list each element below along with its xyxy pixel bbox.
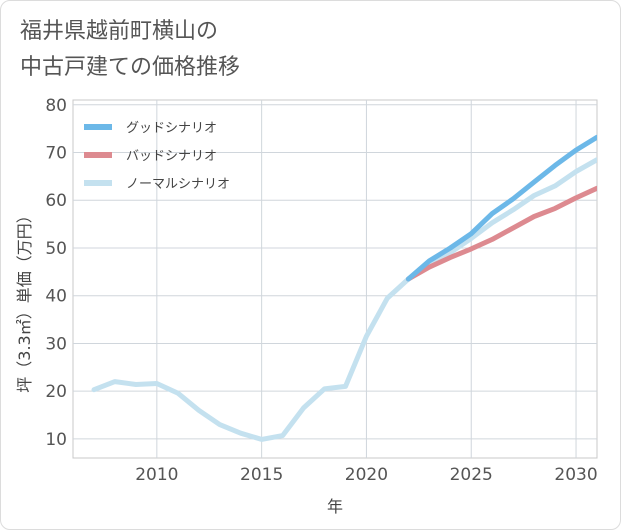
x-tick-label: 2015 [240,465,283,485]
y-tick-label: 50 [45,239,67,259]
y-tick-label: 20 [45,382,67,402]
legend-label: バッドシナリオ [126,149,217,164]
series-lines [91,134,597,442]
legend-label: グッドシナリオ [126,121,217,136]
series-line-1 [405,185,597,282]
y-tick-label: 10 [45,430,67,450]
legend-label: ノーマルシナリオ [126,177,230,192]
title-line-2: 中古戸建ての価格推移 [20,55,241,80]
x-tick-label: 2010 [135,465,178,485]
grid-lines [73,100,597,458]
chart-title: 福井県越前町横山の 中古戸建ての価格推移 [20,14,240,86]
series-line-0 [405,134,597,282]
x-tick-label: 2025 [450,465,493,485]
x-tick-label: 2020 [345,465,388,485]
y-tick-label: 60 [45,191,67,211]
x-tick-label: 2030 [554,465,597,485]
y-tick-label: 70 [45,144,67,164]
title-line-1: 福井県越前町横山の [20,19,219,44]
x-tick-labels: 2010 2015 2020 2025 2030 [135,465,597,485]
y-tick-labels: 10 20 30 40 50 60 70 80 [45,96,67,450]
y-tick-label: 80 [45,96,67,116]
y-tick-label: 40 [45,287,67,307]
y-axis-title: 坪（3.3㎡）単価（万円） [15,207,34,392]
plot-area [72,99,598,459]
y-tick-label: 30 [45,334,67,354]
x-axis-title: 年 [327,497,343,516]
series-line-2 [91,157,597,442]
